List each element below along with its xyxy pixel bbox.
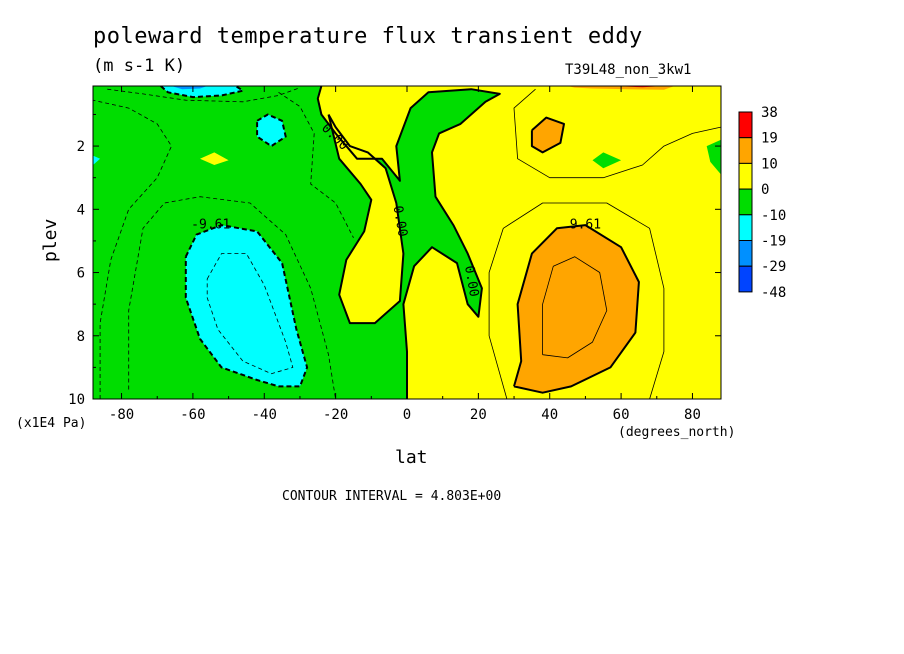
contour-label: 9.61 xyxy=(570,217,601,232)
shaded-region-12 xyxy=(93,155,101,165)
contour-line-4 xyxy=(128,196,336,399)
chart-units: (m s-1 K) xyxy=(93,56,186,76)
y-tick-label: 6 xyxy=(77,266,85,282)
contour-line-5 xyxy=(93,99,172,399)
colorbar-swatch xyxy=(738,137,753,164)
contour-line-2 xyxy=(256,113,287,148)
shaded-region-4 xyxy=(531,117,564,153)
contour-line-6 xyxy=(107,87,301,103)
colorbar-label: 10 xyxy=(761,156,778,172)
colorbar-swatch xyxy=(738,188,753,216)
y-axis-unit: (x1E4 Pa) xyxy=(16,416,87,431)
contour-label: 0.00 xyxy=(461,265,481,298)
run-label: T39L48_non_3kw1 xyxy=(565,62,692,78)
y-tick-label: 8 xyxy=(77,329,85,345)
contour-line-0 xyxy=(184,224,309,388)
x-tick-label: 20 xyxy=(470,407,487,423)
colorbar-label: -48 xyxy=(761,285,786,301)
y-tick-label: 2 xyxy=(77,139,85,155)
colorbar-swatch xyxy=(738,111,753,139)
contour-line-13 xyxy=(316,86,501,399)
contour-line-10 xyxy=(542,256,608,359)
axes: -80 -60 -40 -20 0 20 40 60 80 2 4 6 8 10 xyxy=(68,86,721,423)
contour-label: 0.00 xyxy=(390,205,410,238)
contour-line-9 xyxy=(530,116,565,154)
contour-line-12 xyxy=(513,88,721,179)
contour-line-14 xyxy=(327,114,405,325)
colorbar-label: 19 xyxy=(761,131,778,147)
colorbar-swatch xyxy=(738,214,753,242)
shaded-region-7 xyxy=(592,152,622,169)
contour-line-7 xyxy=(278,91,354,238)
colorbar: 38 19 10 0 -10 -19 -29 -48 xyxy=(738,105,786,301)
colorbar-swatch xyxy=(738,265,753,293)
x-tick-label: 80 xyxy=(684,407,701,423)
colorbar-label: -10 xyxy=(761,208,786,224)
x-tick-label: 60 xyxy=(613,407,630,423)
shaded-region-2 xyxy=(200,152,229,165)
shaded-region-3 xyxy=(514,225,639,393)
contour-line-1 xyxy=(160,86,244,99)
x-axis-unit: (degrees_north) xyxy=(618,425,736,440)
colorbar-label: 0 xyxy=(761,182,769,198)
contour-line-11 xyxy=(488,202,665,399)
shaded-region-13 xyxy=(171,86,208,90)
x-tick-label: -80 xyxy=(109,407,134,423)
y-tick-label: 10 xyxy=(68,392,85,408)
x-tick-label: 40 xyxy=(541,407,558,423)
colorbar-label: 38 xyxy=(761,105,778,121)
contour-line-8 xyxy=(513,224,640,394)
x-axis-label: lat xyxy=(395,447,428,468)
shaded-region-9 xyxy=(185,225,308,387)
colorbar-swatch xyxy=(738,240,753,267)
colorbar-label: -19 xyxy=(761,234,786,250)
y-tick-label: 4 xyxy=(77,202,85,218)
x-tick-label: -40 xyxy=(252,407,277,423)
colorbar-swatch xyxy=(738,162,753,190)
contour-line-3 xyxy=(206,253,294,375)
x-tick-label: 0 xyxy=(403,407,411,423)
contour-interval: CONTOUR INTERVAL = 4.803E+00 xyxy=(282,489,502,504)
shaded-region-8 xyxy=(706,139,721,175)
colorbar-label: -29 xyxy=(761,259,786,275)
chart-title: poleward temperature flux transient eddy xyxy=(93,24,643,49)
x-tick-label: -60 xyxy=(180,407,205,423)
contour-label: -9.61 xyxy=(191,217,230,232)
contour-lines xyxy=(93,86,721,399)
x-tick-label: -20 xyxy=(323,407,348,423)
shaded-region-11 xyxy=(257,114,286,147)
